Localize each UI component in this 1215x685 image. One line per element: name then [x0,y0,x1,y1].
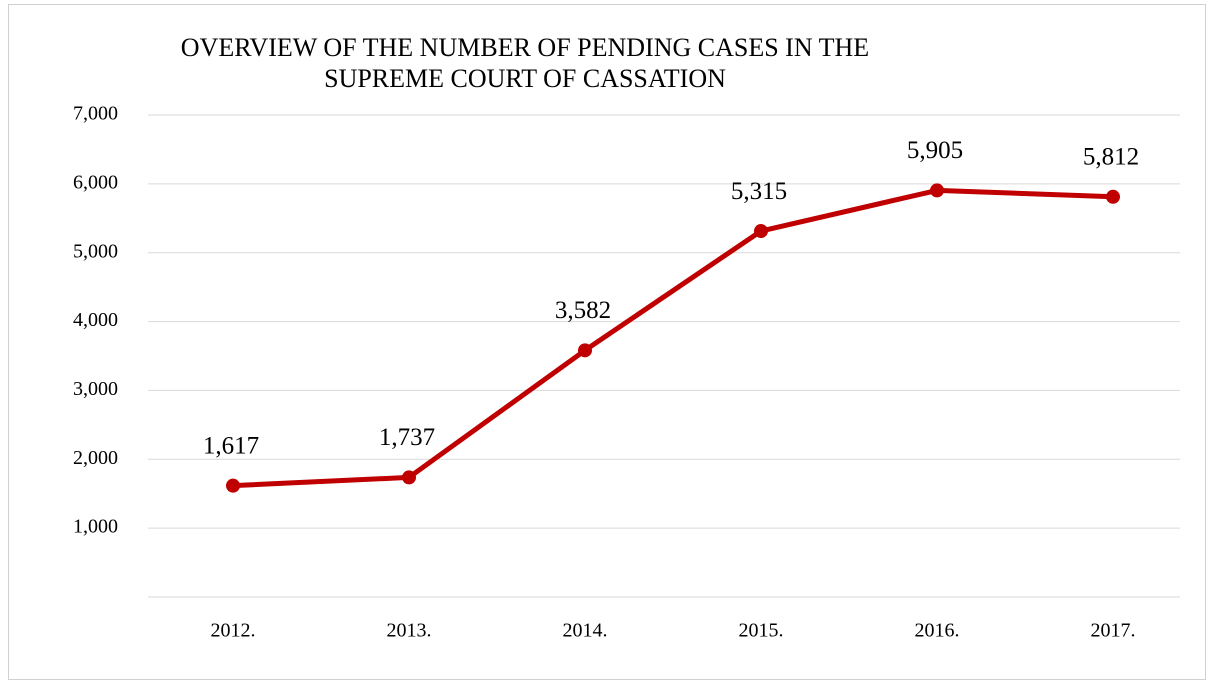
y-tick-label: 2,000 [73,447,118,469]
y-tick-label: 6,000 [73,171,118,193]
y-tick-label: 5,000 [73,240,118,262]
data-label: 1,737 [379,424,435,451]
chart-title: OVERVIEW OF THE NUMBER OF PENDING CASES … [180,33,870,93]
data-point [226,478,240,493]
data-point [578,343,592,358]
data-point [930,183,944,198]
data-label: 3,582 [555,297,611,324]
x-tick-label: 2013. [387,620,432,642]
x-tick-label: 2012. [211,620,256,642]
data-point [1106,189,1120,204]
x-tick-label: 2014. [563,620,608,642]
x-tick-label: 2015. [739,620,784,642]
data-label: 5,905 [907,137,963,164]
chart-frame [8,4,1206,680]
x-tick-label: 2016. [915,620,960,642]
data-point [402,470,416,485]
data-label: 5,812 [1083,144,1139,171]
data-label: 1,617 [203,432,259,459]
data-point [754,224,768,239]
data-label: 5,315 [731,178,787,205]
y-tick-label: 1,000 [73,516,118,538]
y-tick-label: 7,000 [73,103,118,125]
x-tick-label: 2017. [1091,620,1136,642]
series-line [232,187,1114,489]
y-tick-label: 3,000 [73,378,118,400]
y-tick-label: 4,000 [73,309,118,331]
